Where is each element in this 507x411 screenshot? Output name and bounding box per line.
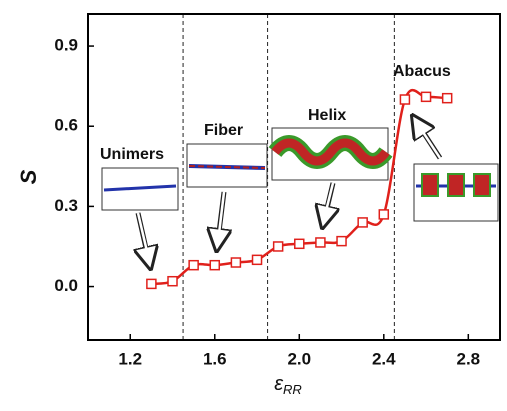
data-point — [167, 275, 178, 287]
data-point — [230, 257, 242, 268]
annotation: Helix — [308, 107, 346, 124]
data-point — [315, 237, 326, 248]
x-tick-label: 2.8 — [456, 349, 480, 368]
data-point — [357, 217, 368, 228]
y-axis-label: S — [16, 169, 41, 184]
data-point — [272, 241, 284, 252]
x-axis-label: εRR — [274, 373, 302, 397]
x-label-main: ε — [274, 373, 284, 395]
y-tick-label: 0.6 — [54, 116, 78, 135]
data-point — [420, 91, 432, 103]
data-point — [209, 259, 221, 271]
data-point — [336, 235, 347, 247]
x-label-sub: RR — [283, 382, 302, 397]
annotation: Fiber — [204, 122, 243, 139]
x-tick-label: 2.4 — [372, 349, 396, 368]
data-point — [378, 209, 390, 220]
data-point — [146, 278, 157, 290]
x-tick-label: 1.2 — [118, 349, 142, 368]
plot-frame — [87, 13, 501, 341]
data-point — [251, 254, 263, 266]
data-point — [399, 94, 411, 105]
data-point — [441, 92, 453, 104]
y-tick-label: 0.3 — [54, 196, 78, 215]
x-tick-label: 2.0 — [287, 349, 311, 368]
annotation: Abacus — [393, 63, 451, 80]
x-tick-label: 1.6 — [203, 349, 227, 368]
data-point — [188, 259, 199, 271]
y-tick-label: 0.0 — [54, 276, 78, 295]
insets — [101, 118, 499, 266]
y-tick-label: 0.9 — [54, 36, 78, 55]
annotation: Unimers — [100, 146, 164, 163]
data-point — [294, 238, 305, 250]
